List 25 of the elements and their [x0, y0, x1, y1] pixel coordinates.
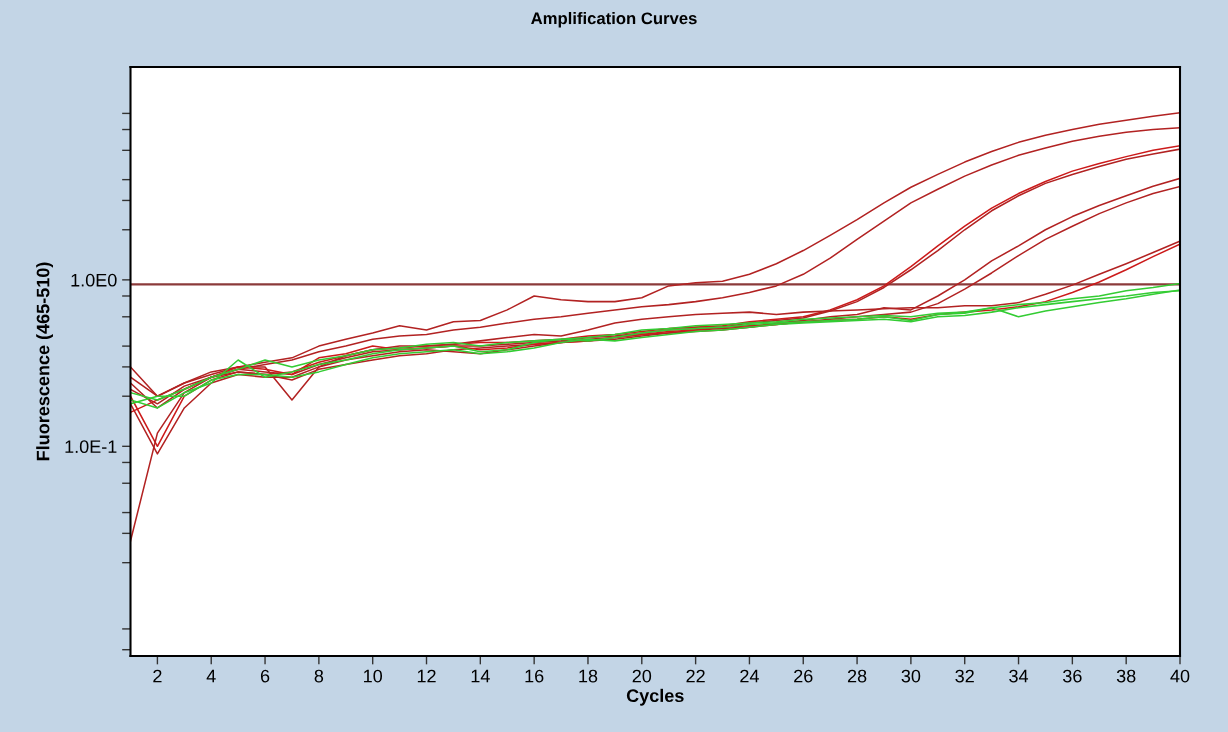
- x-tick-label: 8: [314, 669, 324, 683]
- x-tick-label: 24: [740, 669, 759, 683]
- x-tick-label: 38: [1116, 669, 1136, 683]
- x-tick-label: 36: [1063, 669, 1082, 683]
- x-tick-label: 32: [955, 669, 974, 683]
- x-tick-label: 26: [794, 669, 813, 683]
- x-tick-label: 34: [1009, 669, 1029, 683]
- x-tick-label: 2: [153, 669, 162, 683]
- y-tick-label: 1.0E0: [71, 273, 117, 287]
- x-tick-label: 4: [206, 669, 216, 683]
- x-tick-label: 10: [364, 669, 383, 683]
- x-tick-label: 18: [579, 669, 598, 683]
- x-tick-label: 40: [1170, 669, 1190, 683]
- x-tick-label: 12: [417, 669, 436, 683]
- x-tick-label: 20: [632, 669, 652, 683]
- x-tick-label: 14: [471, 669, 490, 683]
- x-tick-label: 28: [847, 669, 867, 683]
- chart-title: Amplification Curves: [531, 12, 697, 28]
- x-tick-label: 6: [260, 669, 270, 683]
- y-axis-title: Fluorescence (465-510): [36, 262, 53, 461]
- x-tick-label: 22: [686, 669, 705, 683]
- y-tick-label: 1.0E-1: [65, 440, 117, 454]
- x-tick-label: 16: [525, 669, 544, 683]
- x-axis-title: Cycles: [626, 688, 684, 706]
- x-tick-label: 30: [901, 669, 921, 683]
